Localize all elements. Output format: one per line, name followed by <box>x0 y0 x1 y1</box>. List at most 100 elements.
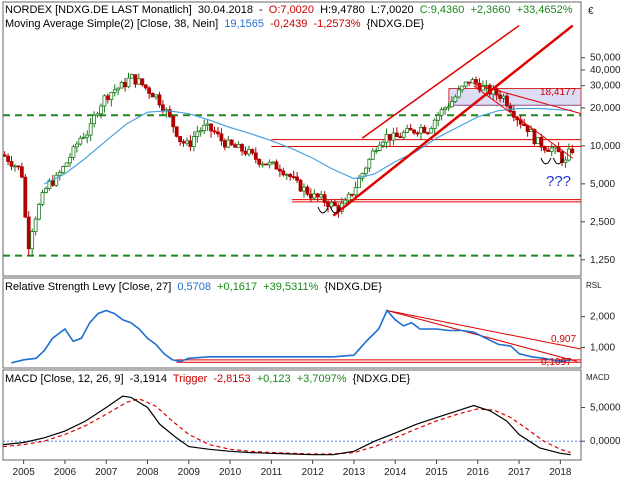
candle-body <box>370 150 375 160</box>
candle-body <box>546 149 551 152</box>
candle-body <box>253 152 258 160</box>
ma-symbol: {NDXG.DE} <box>367 18 425 30</box>
candle-body <box>484 84 489 87</box>
candle-body <box>408 128 413 131</box>
candle-body <box>19 166 24 178</box>
candle-body <box>61 166 66 173</box>
ma-change-pct: -1,2573% <box>313 18 360 30</box>
candle-body <box>78 137 83 145</box>
candle-body <box>157 94 162 106</box>
candle-body <box>463 81 468 87</box>
candle-body <box>54 174 59 186</box>
candle-body <box>350 193 355 196</box>
candle-body <box>553 146 558 149</box>
y-tick-label: 1,250 <box>590 255 615 266</box>
candle-body <box>30 231 35 250</box>
x-tick-label: 2010 <box>219 467 242 478</box>
rsl-plot-area <box>11 309 581 364</box>
candle-body <box>401 131 406 138</box>
candle-body <box>394 132 399 138</box>
x-tick-label: 2015 <box>425 467 448 478</box>
candle-body <box>267 161 272 166</box>
candle-body <box>16 165 21 168</box>
candle-body <box>357 177 361 189</box>
candle-body <box>391 132 396 141</box>
candle-body <box>384 134 389 143</box>
candle-body <box>419 126 423 134</box>
candle-body <box>247 149 251 155</box>
candle-body <box>542 146 547 151</box>
candle-body <box>105 95 110 100</box>
candle-body <box>178 135 183 143</box>
bottom-marker-arc <box>317 206 329 214</box>
candle-body <box>6 155 10 162</box>
x-tick-label: 2008 <box>136 467 159 478</box>
x-tick-label: 2014 <box>384 467 407 478</box>
candle-body <box>257 158 262 165</box>
candle-body <box>181 141 186 144</box>
candle-body <box>498 94 502 99</box>
candle-body <box>436 114 441 121</box>
candle-body <box>112 89 117 93</box>
macd-panel: 5,0000 0,0000 <box>3 395 621 456</box>
candle-body <box>422 126 427 134</box>
candle-body <box>494 88 499 96</box>
candle-body <box>374 150 379 152</box>
macd-change-pct: +3,7097% <box>297 373 347 385</box>
candle-body <box>480 84 485 91</box>
rsl-title-line: Relative Strength Levy [Close, 27] 0,570… <box>5 281 382 293</box>
main-plot-area <box>3 24 581 257</box>
candle-body <box>174 126 179 137</box>
candle-body <box>222 140 227 148</box>
macd-title-line: MACD [Close, 12, 26, 9] -3,1914 Trigger … <box>5 373 410 385</box>
rsl-panel: 2,000 1,000 <box>11 309 615 364</box>
x-tick-label: 2016 <box>467 467 490 478</box>
macd-change: +0,123 <box>257 373 291 385</box>
candle-body <box>109 91 114 100</box>
x-tick-label: 2006 <box>54 467 77 478</box>
moving-average-line <box>44 107 573 185</box>
candle-body <box>102 95 107 107</box>
candle-body <box>322 194 327 203</box>
rsl-y-tick-label: 1,000 <box>590 343 615 354</box>
rsl-header: Relative Strength Levy [Close, 27] 0,570… <box>5 281 382 293</box>
trendline <box>473 83 581 115</box>
candle-body <box>532 129 537 145</box>
candle-body <box>57 172 62 176</box>
candle-body <box>474 79 478 84</box>
ma-title-line: Moving Average Simple(2) [Close, 38, Nei… <box>5 18 424 30</box>
candle-body <box>188 140 193 147</box>
close-value: C:9,4360 <box>420 4 465 16</box>
candle-body <box>99 105 103 115</box>
candle-body <box>81 136 86 139</box>
macd-panel-frame <box>2 369 582 461</box>
ma-label: Moving Average Simple(2) [Close, 38, Nei… <box>5 18 218 30</box>
candle-body <box>453 96 458 103</box>
candle-body <box>226 139 231 148</box>
ma-value: 19,1565 <box>224 18 264 30</box>
candle-body <box>71 146 76 158</box>
candle-body <box>140 78 145 86</box>
candle-body <box>216 131 220 135</box>
ohlc-prefix: - <box>259 4 263 16</box>
candle-body <box>388 134 392 141</box>
candle-body <box>570 148 575 153</box>
candle-body <box>260 163 265 166</box>
rsl-line <box>11 309 571 364</box>
candle-body <box>467 81 472 84</box>
candle-body <box>326 202 330 208</box>
x-tick-label: 2013 <box>343 467 366 478</box>
rsl-axis-label: RSL <box>586 281 602 290</box>
open-value: O:7,0020 <box>269 4 314 16</box>
candle-body <box>291 176 296 178</box>
trendline <box>361 24 520 139</box>
candle-body <box>271 161 275 164</box>
macd-header: MACD [Close, 12, 26, 9] -3,1914 Trigger … <box>5 373 410 385</box>
low-value: L:7,0020 <box>371 4 414 16</box>
candle-body <box>95 113 100 116</box>
candle-body <box>85 134 90 138</box>
macd-value: -3,1914 <box>130 373 167 385</box>
ma-change: -0,2439 <box>270 18 307 30</box>
